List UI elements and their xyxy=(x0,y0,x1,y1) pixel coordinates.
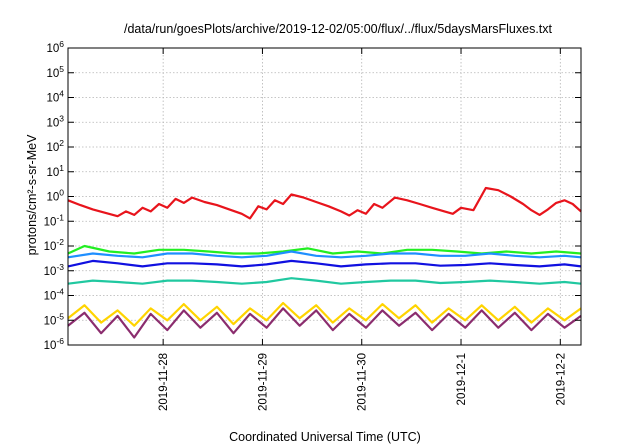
series-line-1 xyxy=(67,186,582,220)
series-line-7 xyxy=(67,307,582,339)
x-axis-label: Coordinated Universal Time (UTC) xyxy=(229,430,421,444)
y-axis-label: protons/cm²-s-sr-MeV xyxy=(25,134,39,256)
x-tick-label: 2019-12-2 xyxy=(555,353,567,405)
series-line-5 xyxy=(67,277,582,285)
y-tick-label: 101 xyxy=(46,163,64,179)
series-layer xyxy=(67,186,582,339)
chart-title: /data/run/goesPlots/archive/2019-12-02/0… xyxy=(124,22,553,36)
y-tick-label: 103 xyxy=(46,113,64,129)
series-line-4 xyxy=(67,259,582,268)
y-tick-label: 10-2 xyxy=(44,237,65,253)
x-tick-label: 2019-12-1 xyxy=(456,353,468,405)
series-line-6 xyxy=(67,301,582,327)
y-tick-label: 106 xyxy=(46,39,64,55)
x-axis: 2019-11-28 2019-11-29 2019-11-30 2019-12-1 2… xyxy=(158,48,567,411)
y-tick-label: 10-4 xyxy=(44,287,65,303)
y-tick-label: 10-5 xyxy=(44,311,65,327)
series-line-2 xyxy=(67,244,582,255)
series-line-3 xyxy=(67,250,582,259)
y-tick-label: 104 xyxy=(46,89,64,105)
y-tick-label: 10-6 xyxy=(44,336,65,352)
y-tick-label: 10-3 xyxy=(44,262,65,278)
x-tick-label: 2019-11-30 xyxy=(357,353,369,411)
y-tick-label: 105 xyxy=(46,64,64,80)
y-axis: 10-6 10-5 10-4 10-3 10-2 10-1 100 101 102 103 104 1… xyxy=(44,39,581,352)
grid xyxy=(68,48,581,345)
y-tick-label: 100 xyxy=(46,188,64,204)
y-tick-label: 102 xyxy=(46,138,64,154)
y-tick-label: 10-1 xyxy=(44,212,65,228)
x-tick-label: 2019-11-29 xyxy=(257,353,269,411)
x-tick-label: 2019-11-28 xyxy=(158,353,170,411)
